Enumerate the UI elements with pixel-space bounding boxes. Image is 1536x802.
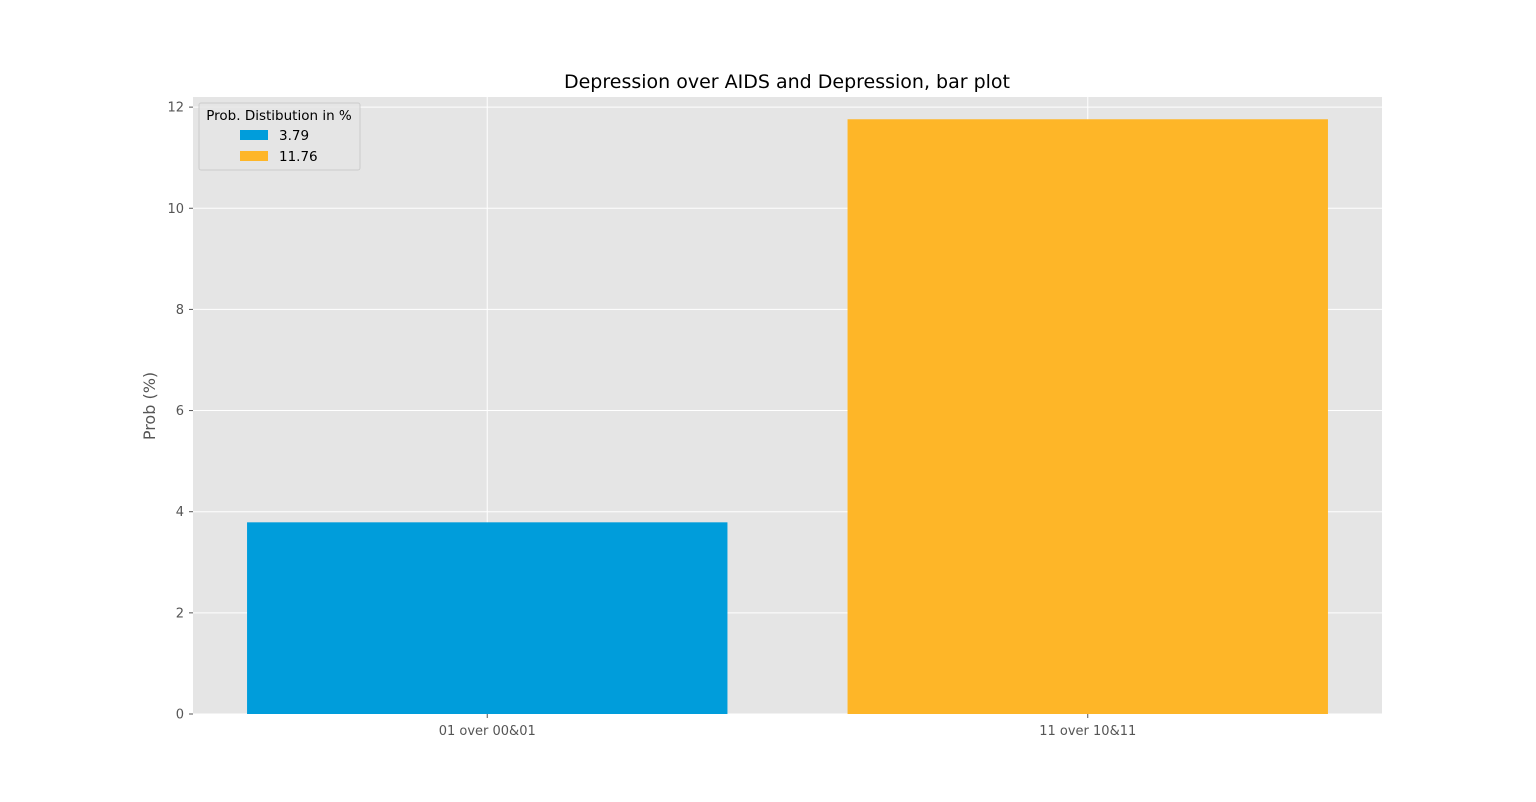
y-tick-label: 4 (176, 505, 184, 520)
legend-entry-label: 11.76 (279, 149, 318, 165)
bar-2 (847, 119, 1328, 715)
y-tick-label: 8 (176, 303, 184, 318)
y-tick-label: 12 (167, 101, 184, 116)
legend-box (198, 102, 361, 171)
legend-swatch (240, 151, 268, 161)
y-axis-ticks: 0 2 4 6 8 10 12 (167, 101, 193, 723)
bar-1 (247, 522, 728, 714)
x-axis-ticks: 01 over 00&01 11 over 10&11 (439, 714, 1136, 739)
y-tick-label: 6 (176, 404, 184, 419)
x-tick-label: 11 over 10&11 (1039, 724, 1136, 739)
bars (247, 119, 1328, 715)
x-tick-label: 01 over 00&01 (439, 724, 536, 739)
legend-entry-label: 3.79 (279, 128, 309, 144)
legend-swatch (240, 130, 268, 140)
legend-title: Prob. Distibution in % (206, 108, 352, 124)
legend: Prob. Distibution in % 3.79 11.76 (198, 102, 361, 171)
y-tick-label: 0 (176, 708, 184, 723)
y-tick-label: 10 (167, 202, 184, 217)
y-axis-label: Prob (%) (140, 372, 159, 440)
chart-title: Depression over AIDS and Depression, bar… (564, 71, 1010, 93)
y-tick-label: 2 (176, 606, 184, 621)
